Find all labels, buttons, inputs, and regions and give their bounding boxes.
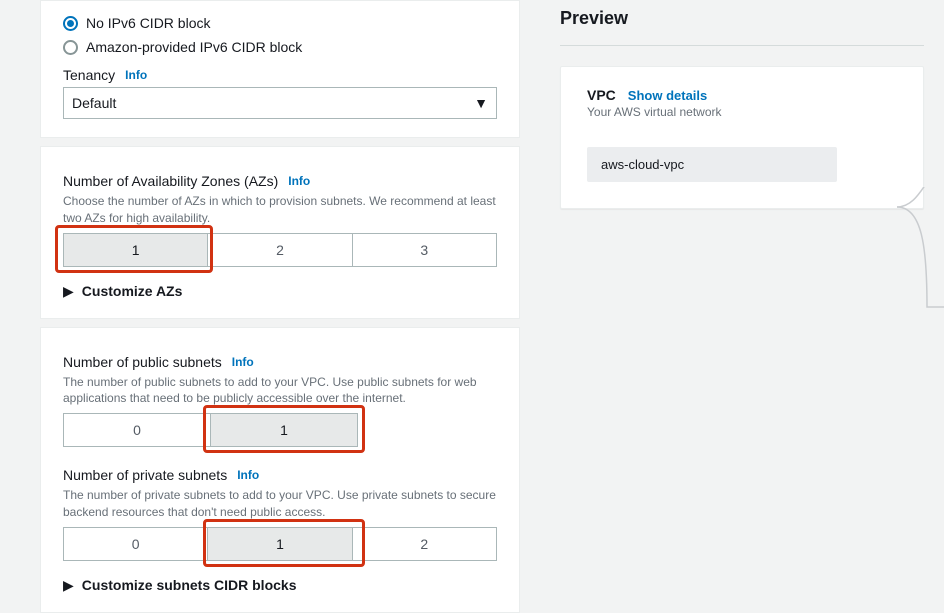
form-column: No IPv6 CIDR block Amazon-provided IPv6 … xyxy=(0,0,540,571)
radio-checked-icon xyxy=(63,16,78,31)
public-segmented: 0 1 xyxy=(63,413,358,447)
public-subnets-info-link[interactable]: Info xyxy=(232,355,254,369)
panel-ipv6-tenancy: No IPv6 CIDR block Amazon-provided IPv6 … xyxy=(40,0,520,138)
az-customize-expander[interactable]: ▶ Customize AZs xyxy=(63,283,497,300)
public-option-1[interactable]: 1 xyxy=(211,414,357,446)
radio-amazon-ipv6[interactable]: Amazon-provided IPv6 CIDR block xyxy=(63,39,497,55)
private-subnets-info-link[interactable]: Info xyxy=(237,468,259,482)
chevron-down-icon: ▼ xyxy=(474,95,488,111)
preview-column: Preview VPC Show details Your AWS virtua… xyxy=(540,0,944,571)
az-info-link[interactable]: Info xyxy=(288,174,310,188)
caret-right-icon: ▶ xyxy=(63,577,74,594)
az-option-1[interactable]: 1 xyxy=(64,234,208,266)
panel-subnets: Number of public subnets Info The number… xyxy=(40,327,520,613)
public-option-0[interactable]: 0 xyxy=(64,414,211,446)
private-subnets-desc: The number of private subnets to add to … xyxy=(63,487,497,521)
tenancy-select[interactable]: Default ▼ xyxy=(63,87,497,119)
caret-right-icon: ▶ xyxy=(63,283,74,300)
panel-az: Number of Availability Zones (AZs) Info … xyxy=(40,146,520,319)
tenancy-label: Tenancy xyxy=(63,67,115,83)
subnets-customize-label: Customize subnets CIDR blocks xyxy=(82,577,297,593)
radio-no-ipv6-label: No IPv6 CIDR block xyxy=(86,15,210,31)
az-label: Number of Availability Zones (AZs) xyxy=(63,173,278,189)
radio-amazon-ipv6-label: Amazon-provided IPv6 CIDR block xyxy=(86,39,302,55)
public-subnets-desc: The number of public subnets to add to y… xyxy=(63,374,497,408)
az-desc: Choose the number of AZs in which to pro… xyxy=(63,193,497,227)
divider xyxy=(560,45,924,46)
az-option-2[interactable]: 2 xyxy=(208,234,352,266)
private-option-0[interactable]: 0 xyxy=(64,528,208,560)
private-segmented: 0 1 2 xyxy=(63,527,497,561)
connector-line-icon xyxy=(897,187,944,327)
az-segmented: 1 2 3 xyxy=(63,233,497,267)
subnets-customize-expander[interactable]: ▶ Customize subnets CIDR blocks xyxy=(63,577,497,594)
tenancy-info-link[interactable]: Info xyxy=(125,68,147,82)
az-option-3[interactable]: 3 xyxy=(353,234,496,266)
tenancy-value: Default xyxy=(72,95,116,111)
radio-no-ipv6[interactable]: No IPv6 CIDR block xyxy=(63,15,497,31)
private-option-2[interactable]: 2 xyxy=(353,528,496,560)
preview-vpc-label: VPC xyxy=(587,87,616,103)
az-customize-label: Customize AZs xyxy=(82,283,183,299)
preview-sub: Your AWS virtual network xyxy=(587,105,897,119)
radio-unchecked-icon xyxy=(63,40,78,55)
preview-vpc-name: aws-cloud-vpc xyxy=(587,147,837,182)
preview-card: VPC Show details Your AWS virtual networ… xyxy=(560,66,924,209)
preview-title: Preview xyxy=(560,8,924,29)
show-details-link[interactable]: Show details xyxy=(628,88,707,103)
public-subnets-label: Number of public subnets xyxy=(63,354,222,370)
private-subnets-label: Number of private subnets xyxy=(63,467,227,483)
private-option-1[interactable]: 1 xyxy=(208,528,352,560)
